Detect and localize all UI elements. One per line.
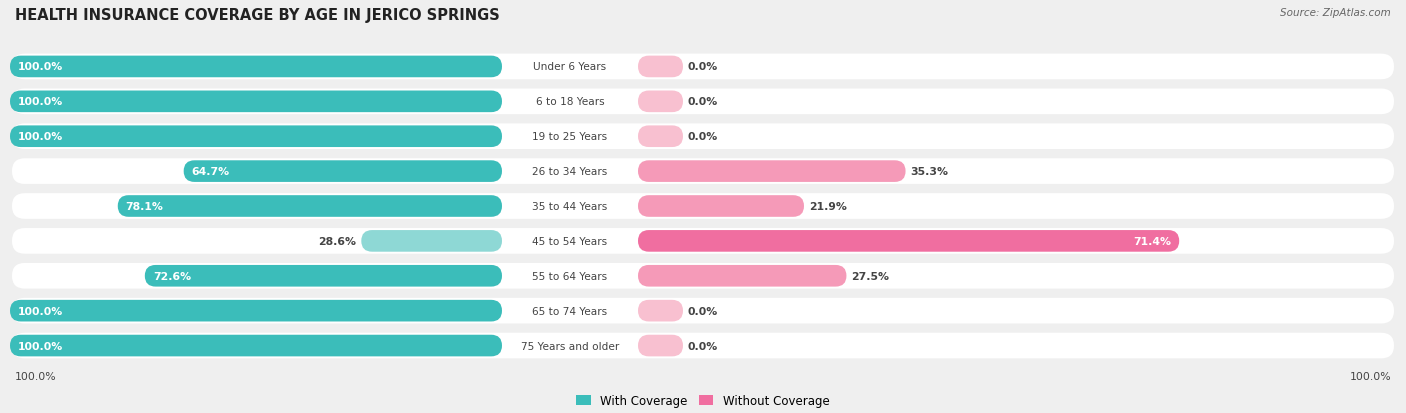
FancyBboxPatch shape (13, 124, 1393, 150)
FancyBboxPatch shape (638, 161, 905, 183)
Text: 45 to 54 Years: 45 to 54 Years (533, 236, 607, 246)
FancyBboxPatch shape (502, 230, 638, 252)
Text: 21.9%: 21.9% (808, 202, 846, 211)
FancyBboxPatch shape (10, 126, 502, 148)
Text: 35 to 44 Years: 35 to 44 Years (533, 202, 607, 211)
FancyBboxPatch shape (118, 196, 502, 217)
Text: 100.0%: 100.0% (18, 306, 63, 316)
Legend: With Coverage, Without Coverage: With Coverage, Without Coverage (576, 394, 830, 407)
FancyBboxPatch shape (502, 335, 638, 356)
FancyBboxPatch shape (10, 91, 502, 113)
FancyBboxPatch shape (10, 335, 502, 356)
Text: 100.0%: 100.0% (18, 97, 63, 107)
FancyBboxPatch shape (13, 333, 1393, 358)
FancyBboxPatch shape (638, 230, 1180, 252)
Text: 0.0%: 0.0% (688, 62, 718, 72)
Text: 0.0%: 0.0% (688, 132, 718, 142)
FancyBboxPatch shape (13, 228, 1393, 254)
FancyBboxPatch shape (502, 196, 638, 217)
FancyBboxPatch shape (502, 57, 638, 78)
Text: 78.1%: 78.1% (125, 202, 163, 211)
FancyBboxPatch shape (13, 194, 1393, 219)
FancyBboxPatch shape (638, 265, 846, 287)
Text: 0.0%: 0.0% (688, 306, 718, 316)
FancyBboxPatch shape (13, 55, 1393, 80)
FancyBboxPatch shape (184, 161, 502, 183)
Text: 75 Years and older: 75 Years and older (520, 341, 619, 351)
FancyBboxPatch shape (502, 126, 638, 148)
FancyBboxPatch shape (638, 91, 683, 113)
FancyBboxPatch shape (502, 161, 638, 183)
FancyBboxPatch shape (502, 300, 638, 322)
Text: 35.3%: 35.3% (911, 167, 949, 177)
Text: 100.0%: 100.0% (15, 371, 56, 381)
Text: 71.4%: 71.4% (1133, 236, 1171, 246)
FancyBboxPatch shape (361, 230, 502, 252)
Text: 72.6%: 72.6% (153, 271, 191, 281)
FancyBboxPatch shape (638, 126, 683, 148)
Text: 100.0%: 100.0% (18, 62, 63, 72)
FancyBboxPatch shape (638, 57, 683, 78)
FancyBboxPatch shape (13, 298, 1393, 324)
FancyBboxPatch shape (10, 300, 502, 322)
FancyBboxPatch shape (638, 196, 804, 217)
Text: 100.0%: 100.0% (18, 341, 63, 351)
Text: 55 to 64 Years: 55 to 64 Years (533, 271, 607, 281)
FancyBboxPatch shape (638, 335, 683, 356)
Text: 100.0%: 100.0% (18, 132, 63, 142)
Text: 0.0%: 0.0% (688, 341, 718, 351)
FancyBboxPatch shape (502, 265, 638, 287)
Text: 100.0%: 100.0% (1350, 371, 1391, 381)
Text: Source: ZipAtlas.com: Source: ZipAtlas.com (1281, 8, 1391, 18)
Text: 0.0%: 0.0% (688, 97, 718, 107)
Text: 28.6%: 28.6% (318, 236, 356, 246)
Text: 19 to 25 Years: 19 to 25 Years (533, 132, 607, 142)
FancyBboxPatch shape (13, 263, 1393, 289)
Text: 26 to 34 Years: 26 to 34 Years (533, 167, 607, 177)
FancyBboxPatch shape (145, 265, 502, 287)
FancyBboxPatch shape (502, 91, 638, 113)
Text: Under 6 Years: Under 6 Years (533, 62, 606, 72)
FancyBboxPatch shape (638, 300, 683, 322)
FancyBboxPatch shape (10, 57, 502, 78)
Text: 65 to 74 Years: 65 to 74 Years (533, 306, 607, 316)
FancyBboxPatch shape (13, 89, 1393, 115)
FancyBboxPatch shape (13, 159, 1393, 185)
Text: 64.7%: 64.7% (191, 167, 229, 177)
Text: HEALTH INSURANCE COVERAGE BY AGE IN JERICO SPRINGS: HEALTH INSURANCE COVERAGE BY AGE IN JERI… (15, 8, 499, 23)
Text: 6 to 18 Years: 6 to 18 Years (536, 97, 605, 107)
Text: 27.5%: 27.5% (852, 271, 890, 281)
